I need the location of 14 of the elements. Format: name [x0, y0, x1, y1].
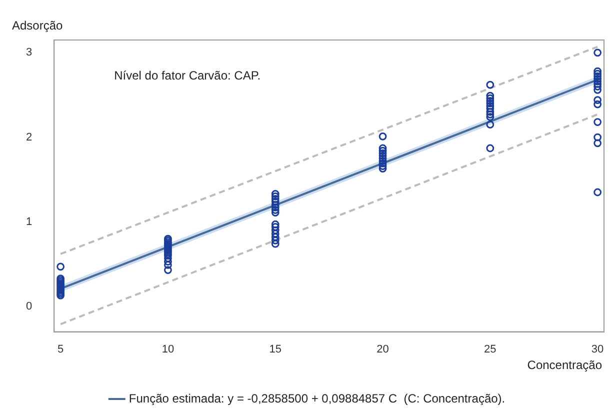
annotation: Nível do fator Carvão: CAP. — [114, 68, 261, 82]
x-tick-label: 10 — [162, 343, 174, 356]
y-tick-label: 1 — [26, 216, 32, 228]
x-tick-label: 25 — [484, 343, 496, 356]
y-tick-label: 3 — [26, 46, 32, 59]
y-tick-label: 0 — [26, 300, 32, 312]
x-tick-label: 30 — [591, 343, 604, 356]
x-tick-label: 5 — [58, 343, 64, 356]
x-tick-label: 15 — [269, 343, 282, 356]
y-axis-title: Adsorção — [12, 18, 64, 32]
legend-label: Função estimada: y = -0,2858500 + 0,09884857 C (C: Concentração). — [128, 391, 506, 406]
x-tick-label: 20 — [376, 343, 389, 356]
y-tick-label: 2 — [26, 131, 32, 144]
x-axis-title: Concentração — [527, 358, 602, 372]
